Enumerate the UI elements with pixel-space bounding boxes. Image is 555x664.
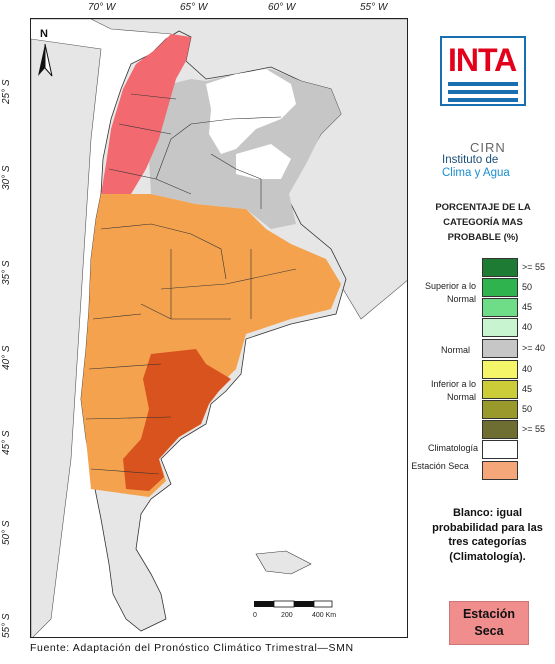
longitude-label-55: 55° W (360, 2, 388, 13)
latitude-label-40: 40° S (1, 345, 12, 370)
swatch-estacion-seca (482, 461, 518, 480)
legend-value: 40 (522, 322, 533, 332)
legend-value: 45 (522, 384, 533, 394)
legend-value: 40 (522, 364, 533, 374)
swatch-inferior-40 (482, 360, 518, 379)
latitude-label-50: 50° S (1, 520, 12, 545)
legend-superior-label: Superior a lo Normal (424, 281, 476, 304)
latitude-label-25: 25° S (1, 79, 12, 104)
legend-value: >= 55 (522, 424, 546, 434)
swatch-superior-40 (482, 318, 518, 337)
swatch-superior-50 (482, 278, 518, 297)
north-arrow-icon (38, 43, 53, 77)
neighbor-land-west (31, 38, 102, 637)
legend-normal-label: Normal (440, 345, 470, 355)
dry-strong-zone (123, 349, 231, 491)
scale-label-0: 0 (253, 612, 257, 619)
longitude-label-70: 70° W (88, 2, 116, 13)
longitude-label-65: 65° W (180, 2, 208, 13)
cirn-logo-text: CIRN (470, 140, 506, 155)
swatch-superior-55 (482, 258, 518, 277)
legend-value: 50 (522, 404, 533, 414)
normal-zone (149, 69, 341, 229)
swatch-superior-45 (482, 298, 518, 317)
swatch-normal (482, 339, 518, 358)
tierra-del-fuego (255, 550, 312, 575)
map-frame (30, 18, 408, 638)
inta-stripe (448, 82, 518, 86)
legend-inferior-label: Inferior a lo Normal (430, 379, 476, 402)
swatch-climatologia (482, 440, 518, 459)
scale-label-200: 200 (281, 612, 293, 619)
scale-bar: 0 200 400 Km (253, 598, 337, 619)
dry-station-zone (101, 34, 191, 194)
swatch-inferior-55 (482, 420, 518, 439)
longitude-label-60: 60° W (268, 2, 296, 13)
legend-estacion-label: Estación Seca (411, 461, 469, 471)
inta-stripe (448, 90, 518, 94)
latitude-label-35: 35° S (1, 260, 12, 285)
swatch-inferior-50 (482, 400, 518, 419)
scale-bar-graphic (254, 600, 333, 608)
argentina-map (31, 19, 407, 637)
legend-value: >= 55 (522, 262, 546, 272)
latitude-label-45: 45° S (1, 430, 12, 455)
climatology-zone-2 (236, 144, 291, 179)
swatch-inferior-45 (482, 380, 518, 399)
latitude-label-30: 30° S (1, 165, 12, 190)
legend-title: PORCENTAJE DE LA CATEGORÍA MAS PROBABLE … (435, 202, 531, 243)
climatology-zone (206, 69, 296, 154)
cirn-logo: CIRN Instituto de Clima y Agua (442, 140, 542, 180)
latitude-label-55: 55° S (1, 613, 12, 638)
inta-stripe (448, 98, 518, 102)
note-text: Blanco: igual probabilidad para las tres… (432, 507, 543, 563)
legend-value: >= 40 (522, 343, 546, 353)
north-letter: N (40, 28, 48, 40)
legend-value: 45 (522, 302, 533, 312)
province-boundaries (85, 93, 297, 475)
clima-text: Clima y Agua (442, 167, 510, 179)
legend-value: 50 (522, 282, 533, 292)
scale-label-400: 400 Km (312, 612, 337, 619)
legend-climatologia-label: Climatología (427, 443, 478, 453)
inta-logo: INTA (440, 36, 526, 106)
inta-logo-text: INTA (448, 42, 517, 78)
instituto-text: Instituto de (442, 154, 499, 166)
estacion-seca-box: Estación Seca (449, 601, 529, 645)
source-footer: Fuente: Adaptación del Pronóstico Climát… (30, 642, 354, 654)
